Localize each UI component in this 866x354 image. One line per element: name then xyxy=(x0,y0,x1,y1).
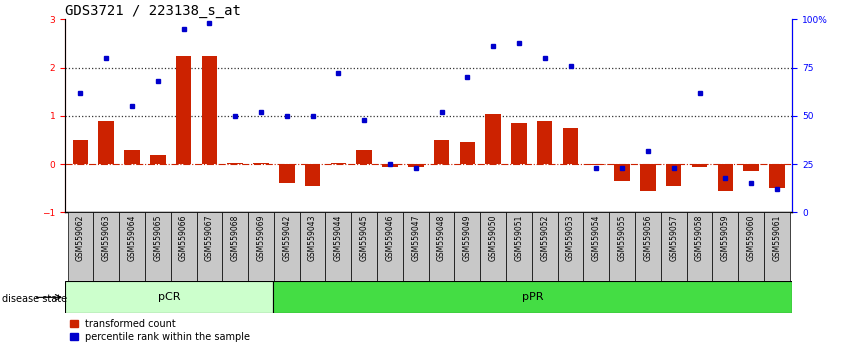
Text: GSM559064: GSM559064 xyxy=(127,215,137,261)
Bar xyxy=(460,142,475,164)
Bar xyxy=(326,212,352,281)
Bar xyxy=(403,212,429,281)
Bar xyxy=(352,212,377,281)
Bar xyxy=(692,164,708,167)
Bar xyxy=(511,123,527,164)
Bar xyxy=(769,164,785,188)
Bar xyxy=(357,150,372,164)
Bar xyxy=(455,212,481,281)
Text: GSM559058: GSM559058 xyxy=(695,215,704,261)
Text: GSM559056: GSM559056 xyxy=(643,215,652,261)
Text: GSM559051: GSM559051 xyxy=(514,215,523,261)
Text: GSM559050: GSM559050 xyxy=(488,215,498,261)
Bar xyxy=(94,212,120,281)
Bar xyxy=(273,281,792,313)
Bar xyxy=(331,163,346,164)
Bar xyxy=(429,212,455,281)
Bar xyxy=(305,164,320,186)
Text: pCR: pCR xyxy=(158,292,180,302)
Bar xyxy=(584,212,610,281)
Bar xyxy=(228,163,243,164)
Bar xyxy=(558,212,584,281)
Text: GSM559065: GSM559065 xyxy=(153,215,162,261)
Text: GSM559042: GSM559042 xyxy=(282,215,291,261)
Bar xyxy=(614,164,630,181)
Bar xyxy=(279,164,294,183)
Bar xyxy=(120,212,145,281)
Bar xyxy=(202,56,217,164)
Bar xyxy=(661,212,687,281)
Text: GSM559044: GSM559044 xyxy=(334,215,343,261)
Bar xyxy=(718,164,733,191)
Text: GSM559063: GSM559063 xyxy=(101,215,111,261)
Bar xyxy=(738,212,764,281)
Bar xyxy=(743,164,759,171)
Text: GSM559061: GSM559061 xyxy=(772,215,781,261)
Bar xyxy=(223,212,248,281)
Bar xyxy=(537,121,553,164)
Text: GSM559059: GSM559059 xyxy=(721,215,730,261)
Text: pPR: pPR xyxy=(522,292,543,302)
Bar xyxy=(481,212,506,281)
Text: GSM559066: GSM559066 xyxy=(179,215,188,261)
Text: GSM559045: GSM559045 xyxy=(359,215,369,261)
Bar xyxy=(377,212,403,281)
Bar xyxy=(408,164,423,167)
Text: GSM559057: GSM559057 xyxy=(669,215,678,261)
Bar xyxy=(176,56,191,164)
Bar xyxy=(253,163,268,164)
Text: GSM559062: GSM559062 xyxy=(76,215,85,261)
Bar xyxy=(150,154,165,164)
Text: GSM559043: GSM559043 xyxy=(308,215,317,261)
Bar xyxy=(640,164,656,191)
Bar xyxy=(610,212,635,281)
Bar xyxy=(274,212,300,281)
Bar xyxy=(563,128,578,164)
Text: GSM559068: GSM559068 xyxy=(230,215,240,261)
Bar xyxy=(248,212,274,281)
Bar xyxy=(589,164,604,165)
Bar xyxy=(635,212,661,281)
Bar xyxy=(506,212,532,281)
Text: disease state: disease state xyxy=(2,294,67,304)
Legend: transformed count, percentile rank within the sample: transformed count, percentile rank withi… xyxy=(70,319,250,342)
Bar xyxy=(382,164,397,167)
Bar xyxy=(434,140,449,164)
Bar xyxy=(73,140,88,164)
Bar xyxy=(68,212,94,281)
Text: GSM559069: GSM559069 xyxy=(256,215,266,261)
Bar xyxy=(532,212,558,281)
Bar xyxy=(197,212,223,281)
Text: GSM559047: GSM559047 xyxy=(411,215,420,261)
Text: GSM559054: GSM559054 xyxy=(591,215,601,261)
Text: GSM559046: GSM559046 xyxy=(385,215,395,261)
Text: GSM559067: GSM559067 xyxy=(205,215,214,261)
Bar xyxy=(666,164,682,186)
Bar xyxy=(65,281,273,313)
Text: GSM559053: GSM559053 xyxy=(566,215,575,261)
Bar xyxy=(713,212,738,281)
Text: GSM559060: GSM559060 xyxy=(746,215,756,261)
Text: GSM559055: GSM559055 xyxy=(617,215,627,261)
Bar xyxy=(145,212,171,281)
Text: GSM559049: GSM559049 xyxy=(462,215,472,261)
Bar xyxy=(300,212,326,281)
Bar xyxy=(125,150,139,164)
Text: GSM559048: GSM559048 xyxy=(437,215,446,261)
Text: GSM559052: GSM559052 xyxy=(540,215,549,261)
Bar xyxy=(99,121,114,164)
Bar xyxy=(687,212,713,281)
Bar xyxy=(171,212,197,281)
Bar xyxy=(486,114,501,164)
Text: GDS3721 / 223138_s_at: GDS3721 / 223138_s_at xyxy=(65,5,241,18)
Bar xyxy=(764,212,790,281)
